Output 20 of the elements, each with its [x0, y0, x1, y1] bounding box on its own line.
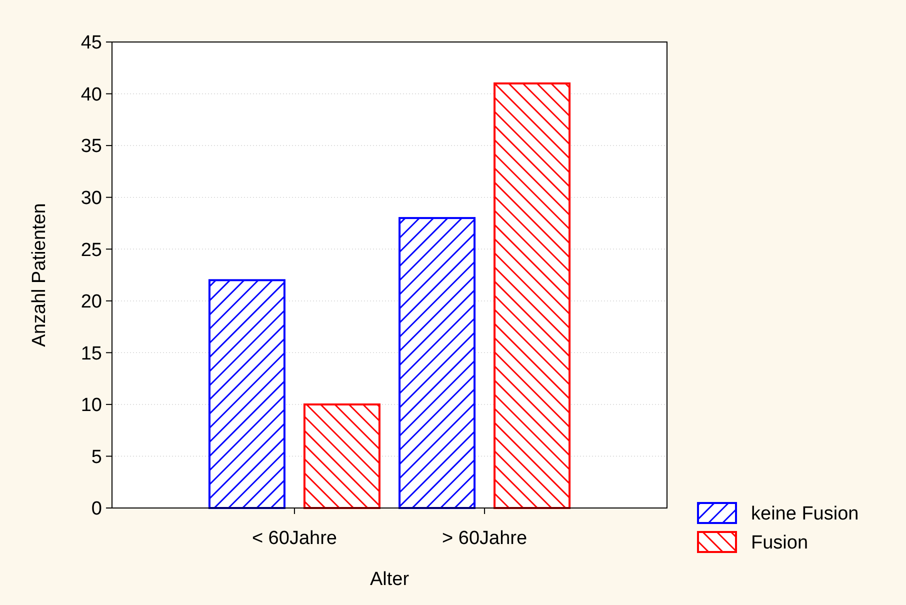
- bar: [494, 82, 571, 509]
- y-tick-label: 0: [91, 498, 102, 520]
- x-axis-title: Alter: [370, 569, 410, 590]
- y-tick-label: 25: [80, 240, 102, 261]
- bar: [398, 217, 476, 509]
- x-tick-label: < 60Jahre: [252, 528, 337, 549]
- y-axis-title: Anzahl Patienten: [29, 203, 50, 347]
- y-tick-label: 40: [80, 84, 102, 106]
- y-tick-label: 20: [80, 292, 102, 313]
- legend-label: Fusion: [751, 532, 808, 554]
- y-tick-label: 5: [91, 446, 102, 468]
- y-tick-label: 30: [80, 188, 102, 209]
- y-tick-label: 15: [80, 343, 102, 364]
- y-tick-label: 35: [80, 136, 102, 158]
- bar: [303, 403, 380, 509]
- legend-label: keine Fusion: [751, 504, 859, 525]
- x-tick-label: > 60Jahre: [442, 528, 528, 549]
- y-tick-label: 10: [80, 395, 102, 416]
- bar: [208, 279, 286, 509]
- y-tick-label: 45: [80, 32, 102, 54]
